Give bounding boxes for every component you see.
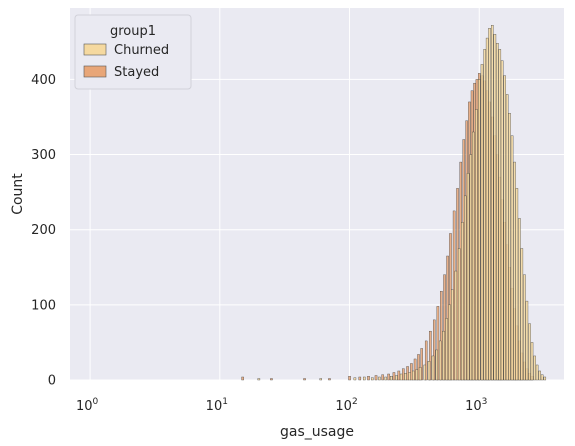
- histogram-bar: [402, 368, 405, 381]
- histogram-bar: [451, 289, 454, 381]
- y-axis-label: Count: [10, 173, 26, 215]
- histogram-bar: [404, 373, 407, 381]
- histogram-bar: [488, 28, 491, 381]
- histogram-bar: [503, 75, 506, 381]
- histogram-bar: [431, 355, 435, 381]
- histogram-bar: [435, 349, 438, 381]
- histogram-bar: [457, 248, 461, 381]
- x-tick-label: 100: [76, 397, 99, 414]
- histogram-bar: [535, 364, 539, 381]
- histogram-bar: [513, 161, 516, 381]
- histogram-bar: [353, 377, 357, 381]
- legend-swatch-stayed: [83, 65, 107, 78]
- histogram-bar: [328, 378, 331, 381]
- histogram-bar: [378, 376, 381, 381]
- histogram-bar: [427, 361, 431, 381]
- series-churned-bars: [257, 25, 547, 381]
- histogram-bar: [438, 340, 442, 381]
- histogram-bar: [381, 374, 384, 381]
- histogram-bar: [270, 378, 273, 381]
- x-tick-label: 103: [465, 397, 487, 414]
- histogram-bar: [399, 373, 403, 381]
- histogram-bar: [508, 113, 511, 381]
- histogram-bar: [397, 370, 401, 381]
- histogram-bar: [500, 60, 504, 381]
- histogram-bar: [384, 376, 387, 381]
- grid-lines: [70, 8, 564, 381]
- histogram-bar: [525, 300, 529, 381]
- legend-swatch-churned: [83, 43, 107, 56]
- x-tick-labels: 100 101 102 103: [76, 397, 487, 414]
- histogram-bar: [415, 369, 419, 381]
- x-tick-label: 102: [335, 397, 357, 414]
- histogram-bar: [429, 330, 432, 381]
- histogram-bar: [442, 330, 445, 381]
- histogram-bar: [518, 218, 521, 381]
- histogram-bar: [533, 355, 536, 381]
- histogram-bar: [478, 79, 481, 381]
- histogram-bar: [472, 131, 475, 381]
- histogram-bar: [257, 378, 261, 381]
- histogram-bar: [392, 372, 396, 381]
- histogram-bar: [303, 378, 306, 381]
- histogram-bar: [530, 342, 534, 381]
- y-tick-label: 400: [31, 73, 56, 88]
- y-tick-label: 200: [31, 223, 56, 238]
- histogram-bar: [363, 376, 366, 381]
- histogram-bar: [493, 34, 497, 381]
- histogram-bar: [319, 378, 323, 381]
- x-tick-label: 101: [206, 397, 228, 414]
- histogram-bar: [475, 109, 478, 381]
- histogram-bar: [408, 372, 411, 381]
- y-tick-label: 100: [31, 298, 56, 313]
- histogram-bar: [464, 195, 467, 381]
- histogram-bar: [528, 323, 531, 381]
- histogram-bar: [520, 248, 524, 381]
- y-tick-label: 300: [31, 148, 56, 163]
- histogram-bar: [466, 173, 470, 381]
- histogram-bar: [418, 367, 422, 381]
- histogram-bar: [496, 43, 499, 381]
- histogram-bar: [374, 375, 378, 381]
- histogram-bar: [454, 270, 458, 381]
- histogram-bar: [448, 304, 451, 381]
- legend-label-churned: Churned: [114, 43, 169, 58]
- histogram-bar: [491, 25, 494, 381]
- histogram-bar: [371, 377, 374, 381]
- histogram-bar: [423, 364, 426, 381]
- x-axis-label: gas_usage: [280, 424, 354, 440]
- histogram-bar: [540, 374, 544, 381]
- histogram-bar: [510, 135, 514, 381]
- legend-title: group1: [110, 24, 156, 39]
- histogram-bar: [445, 318, 448, 381]
- histogram-bar: [390, 376, 393, 381]
- histogram-bar: [367, 376, 370, 381]
- histogram-bar: [538, 370, 541, 381]
- histogram-bar: [480, 64, 484, 381]
- histogram-bar: [505, 94, 509, 381]
- y-tick-label: 0: [48, 374, 56, 389]
- histogram-bar: [433, 319, 436, 381]
- histogram-bar: [515, 188, 519, 381]
- histogram-bar: [523, 274, 526, 381]
- histogram-bar: [395, 375, 398, 381]
- legend-label-stayed: Stayed: [114, 65, 159, 80]
- histogram-bar: [543, 376, 547, 381]
- y-tick-labels: 0 100 200 300 400: [31, 73, 56, 389]
- histogram-bar: [485, 37, 489, 381]
- histogram-bar: [461, 222, 464, 381]
- histogram-bar: [348, 376, 351, 381]
- legend: group1 Churned Stayed: [74, 14, 192, 90]
- histogram-bar: [358, 376, 362, 381]
- histogram-bar: [387, 373, 390, 381]
- histogram-bar: [412, 370, 415, 381]
- histogram-bar: [483, 49, 486, 381]
- histogram-bar: [420, 348, 423, 381]
- histogram-bar: [424, 340, 428, 381]
- histogram-bar: [241, 376, 244, 381]
- histogram-bar: [498, 49, 502, 381]
- histogram-bar: [469, 154, 473, 381]
